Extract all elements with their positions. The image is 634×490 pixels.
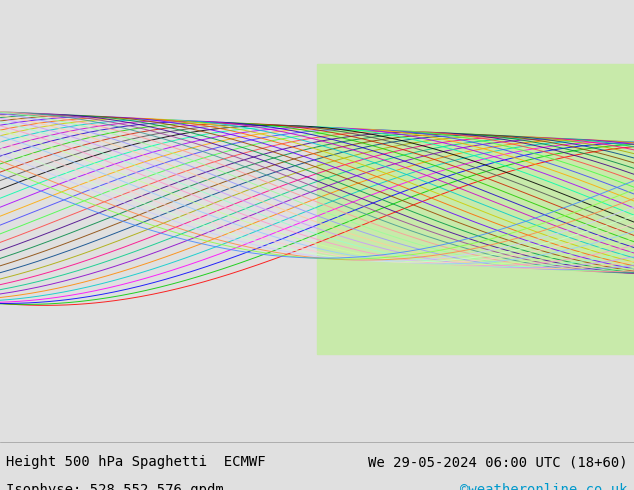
Text: Isophyse: 528 552 576 gpdm: Isophyse: 528 552 576 gpdm — [6, 483, 224, 490]
Text: Height 500 hPa Spaghetti  ECMWF: Height 500 hPa Spaghetti ECMWF — [6, 455, 266, 469]
Text: ©weatheronline.co.uk: ©weatheronline.co.uk — [460, 483, 628, 490]
Polygon shape — [317, 64, 634, 354]
Text: We 29-05-2024 06:00 UTC (18+60): We 29-05-2024 06:00 UTC (18+60) — [368, 455, 628, 469]
